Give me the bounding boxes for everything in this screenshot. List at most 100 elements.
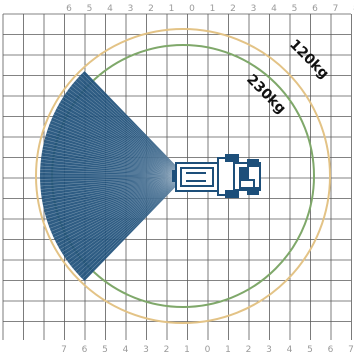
reach-ray bbox=[49, 123, 187, 177]
tick-label: 2 bbox=[246, 345, 252, 355]
tick-label: 1 bbox=[169, 4, 175, 14]
reach-ray bbox=[47, 129, 187, 177]
tick-label: 5 bbox=[102, 345, 108, 355]
reach-ray bbox=[84, 70, 187, 177]
reach-ray bbox=[59, 102, 187, 177]
tick-label: 2 bbox=[148, 4, 154, 14]
reach-ray bbox=[43, 142, 187, 177]
tick-label: 5 bbox=[87, 4, 93, 14]
tick-label: 5 bbox=[307, 345, 313, 355]
tick-label: 6 bbox=[312, 4, 318, 14]
tick-label: 2 bbox=[230, 4, 236, 14]
tick-label: 7 bbox=[348, 345, 354, 355]
reach-ray bbox=[49, 175, 187, 229]
reach-ray bbox=[40, 175, 187, 193]
tick-label: 1 bbox=[210, 4, 216, 14]
reach-ray bbox=[77, 78, 187, 177]
reach-ray bbox=[52, 175, 187, 235]
tick-label: 3 bbox=[128, 4, 134, 14]
tick-label: 0 bbox=[205, 345, 211, 355]
reach-ray bbox=[79, 75, 187, 177]
tick-label: 3 bbox=[251, 4, 257, 14]
tick-label: 7 bbox=[333, 4, 339, 14]
reach-ray bbox=[48, 175, 187, 226]
circle-120kg bbox=[35, 28, 331, 324]
reach-ray bbox=[71, 175, 187, 267]
tick-label: 3 bbox=[143, 345, 149, 355]
bottom-tick-labels: 7654321012345678 bbox=[61, 345, 354, 355]
tick-label: 4 bbox=[123, 345, 129, 355]
reach-ray bbox=[67, 91, 187, 177]
reach-ray bbox=[41, 175, 187, 200]
reach-ray bbox=[53, 175, 187, 238]
tick-label: 6 bbox=[66, 4, 72, 14]
reach-ray bbox=[58, 105, 187, 177]
reach-ray bbox=[46, 175, 187, 220]
reach-ray bbox=[43, 175, 187, 207]
reach-ray bbox=[44, 139, 187, 177]
reach-ray bbox=[40, 172, 187, 177]
reach-ray bbox=[73, 175, 187, 269]
reach-fan bbox=[40, 70, 187, 282]
tick-label: 6 bbox=[328, 345, 334, 355]
reach-ray bbox=[77, 175, 187, 274]
reach-ray bbox=[65, 93, 187, 177]
reach-ray bbox=[82, 175, 187, 279]
reach-ray bbox=[52, 117, 187, 177]
tick-label: 4 bbox=[287, 345, 293, 355]
reach-ray bbox=[53, 114, 187, 177]
reach-ray bbox=[45, 136, 187, 177]
reach-ray bbox=[63, 175, 187, 256]
reach-ray bbox=[61, 175, 187, 253]
top-tick-labels: 6543210123456789 bbox=[66, 4, 354, 14]
reach-ray bbox=[63, 96, 187, 177]
reach-ray bbox=[79, 175, 187, 277]
reach-ray bbox=[48, 126, 187, 177]
reach-ray bbox=[67, 175, 187, 261]
reach-ray bbox=[40, 175, 187, 183]
reach-ray bbox=[42, 175, 187, 203]
reach-ray bbox=[61, 99, 187, 177]
reach-ray bbox=[43, 175, 187, 210]
reach-ray bbox=[55, 111, 187, 177]
reach-ray bbox=[40, 175, 187, 190]
reach-ray bbox=[71, 85, 187, 177]
reach-ray bbox=[82, 73, 187, 177]
reach-ray bbox=[40, 162, 187, 177]
reach-ray bbox=[58, 175, 187, 247]
label-230kg: 230kg bbox=[243, 72, 289, 118]
machine-topview bbox=[175, 154, 261, 198]
tick-label: 2 bbox=[164, 345, 170, 355]
tick-label: 1 bbox=[184, 345, 190, 355]
reach-ray bbox=[42, 149, 187, 177]
tick-label: 0 bbox=[189, 4, 195, 14]
reach-ray bbox=[59, 175, 187, 250]
reach-ray bbox=[50, 120, 187, 177]
reach-ray bbox=[75, 80, 187, 177]
reach-ray bbox=[40, 175, 187, 180]
reach-ray bbox=[56, 108, 187, 177]
reach-ray bbox=[40, 165, 187, 177]
reach-ray bbox=[40, 175, 187, 187]
reach-ray bbox=[56, 175, 187, 244]
reach-ray bbox=[65, 175, 187, 259]
reach-ray bbox=[46, 132, 187, 177]
reach-ray bbox=[43, 145, 187, 177]
tick-label: 7 bbox=[61, 345, 67, 355]
reach-ray bbox=[50, 175, 187, 232]
tick-label: 4 bbox=[107, 4, 113, 14]
reach-ray bbox=[55, 175, 187, 241]
reach-ray bbox=[68, 88, 187, 177]
reach-ray bbox=[75, 175, 187, 272]
reach-ray bbox=[45, 175, 187, 216]
reach-ray bbox=[41, 175, 187, 197]
reach-ray bbox=[40, 169, 187, 177]
reach-ray bbox=[84, 175, 187, 282]
tick-label: 4 bbox=[271, 4, 277, 14]
tick-label: 3 bbox=[266, 345, 272, 355]
reach-ray bbox=[47, 175, 187, 223]
reach-ray bbox=[40, 159, 187, 177]
reach-ray bbox=[41, 155, 187, 177]
tick-label: 5 bbox=[292, 4, 298, 14]
